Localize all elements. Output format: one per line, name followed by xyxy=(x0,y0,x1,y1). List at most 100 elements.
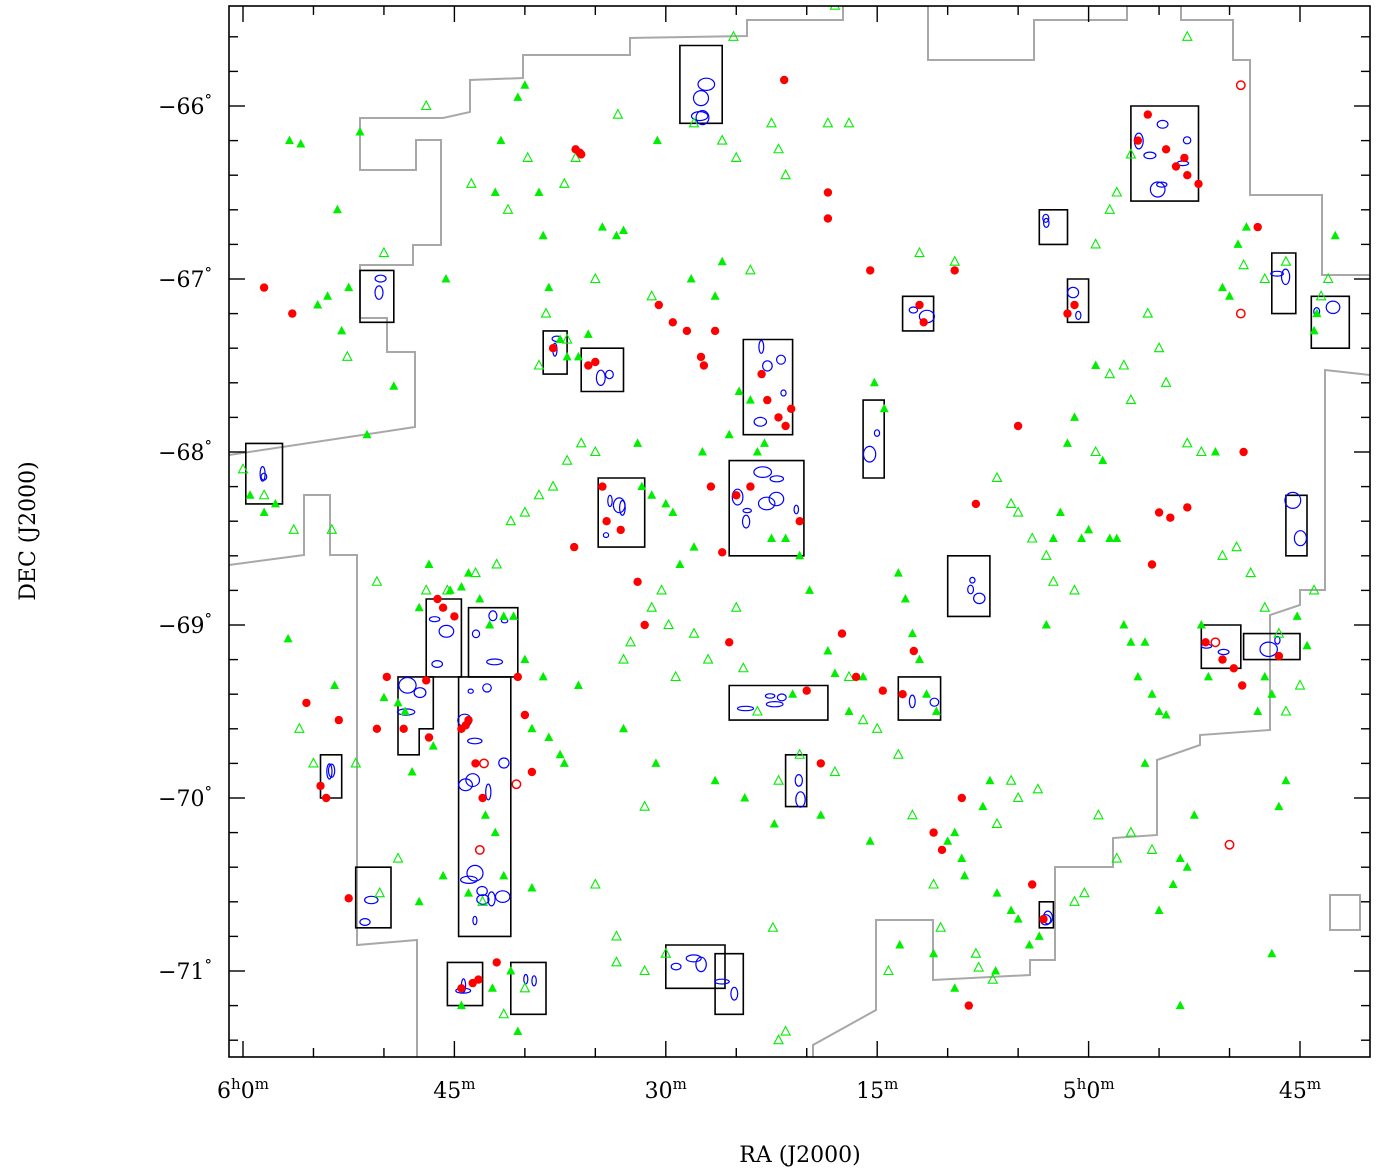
contour xyxy=(488,610,498,622)
contour xyxy=(862,445,877,463)
contour xyxy=(780,389,787,397)
contour xyxy=(1143,151,1157,160)
filled-circle-point xyxy=(1171,162,1181,171)
filled-circle-point xyxy=(577,150,586,159)
filled-triangle-point xyxy=(717,256,727,266)
filled-triangle-point xyxy=(485,620,495,629)
open-triangle-point xyxy=(1093,809,1104,820)
open-triangle-point xyxy=(1005,497,1017,508)
x-tick-labels: 6h0m 45m 30m 15m 5h0m 45m xyxy=(217,1075,1321,1104)
open-triangle-point xyxy=(1090,445,1102,457)
y-tick-value: −66 xyxy=(158,95,204,120)
filled-triangle-point xyxy=(1140,758,1150,767)
filled-circle-point xyxy=(344,894,353,903)
open-triangle-point xyxy=(970,947,982,958)
filled-triangle-point xyxy=(490,187,500,196)
filled-circle-point xyxy=(774,413,783,422)
filled-circle-point xyxy=(1039,914,1048,924)
open-triangle-point xyxy=(1005,774,1017,785)
open-triangle-point xyxy=(773,143,784,154)
open-triangle-point xyxy=(907,809,918,820)
filled-triangle-point xyxy=(441,274,451,283)
open-triangle-point xyxy=(505,515,517,526)
filled-triangle-point xyxy=(407,767,417,776)
contour xyxy=(1293,530,1308,547)
filled-circle-point xyxy=(682,326,692,336)
field-outline xyxy=(897,676,942,721)
x-tick-hour: 6 xyxy=(217,1079,231,1104)
x-tick-minute-sup: m xyxy=(1100,1075,1114,1093)
field-outline xyxy=(862,399,886,479)
filled-circle-point xyxy=(492,958,501,967)
filled-circle-point xyxy=(640,620,649,630)
filled-circle-point xyxy=(474,975,483,984)
filled-triangle-point xyxy=(745,395,755,404)
filled-circle-point xyxy=(288,309,297,318)
open-triangle-point xyxy=(646,290,658,301)
field-outline xyxy=(679,44,724,125)
y-tick-degree: ° xyxy=(205,91,213,109)
filled-triangle-point xyxy=(943,836,953,845)
filled-triangle-point xyxy=(978,801,988,811)
filled-triangle-point xyxy=(490,827,500,837)
filled-triangle-point xyxy=(1182,862,1192,871)
filled-circle-point xyxy=(950,266,959,275)
open-triangle-point xyxy=(575,437,587,448)
filled-triangle-point xyxy=(283,633,293,643)
filled-triangle-point xyxy=(1048,533,1058,542)
contour xyxy=(1274,635,1281,645)
open-triangle-point xyxy=(1012,506,1024,517)
filled-triangle-point xyxy=(788,689,798,698)
filled-circle-point xyxy=(718,548,727,557)
filled-circle-point xyxy=(616,525,625,535)
filled-triangle-point xyxy=(573,351,583,361)
filled-triangle-point xyxy=(1217,282,1227,292)
open-triangle-point xyxy=(1259,601,1271,612)
y-tick-degree: ° xyxy=(205,437,213,455)
filled-circle-point xyxy=(816,759,825,768)
open-triangle-point xyxy=(293,722,305,733)
filled-triangle-point xyxy=(914,654,924,664)
filled-triangle-point xyxy=(1034,931,1044,940)
open-triangle-point xyxy=(737,662,749,673)
contour xyxy=(731,488,744,506)
filled-triangle-point xyxy=(1006,905,1016,914)
contour xyxy=(494,890,511,903)
x-tick-minute-sup: m xyxy=(1307,1075,1321,1093)
open-triangle-point xyxy=(1142,307,1154,318)
field-outline xyxy=(446,961,484,1007)
contour xyxy=(374,285,384,300)
contour xyxy=(604,369,614,380)
open-triangle-point xyxy=(751,705,763,716)
filled-triangle-point xyxy=(668,507,678,517)
filled-triangle-point xyxy=(1105,533,1115,542)
contour xyxy=(764,693,776,699)
contour xyxy=(438,624,455,638)
open-triangle-point xyxy=(533,359,545,370)
open-triangle-point xyxy=(371,575,383,586)
y-tick-label: −69° xyxy=(158,610,212,639)
filled-circle-point xyxy=(520,710,530,720)
contour xyxy=(498,757,510,769)
survey-boundary-line xyxy=(229,6,1370,1057)
contour xyxy=(359,917,371,926)
open-triangle-point xyxy=(470,566,481,578)
field-outline xyxy=(1038,209,1069,246)
filled-triangle-point xyxy=(285,135,295,145)
contour xyxy=(428,616,441,623)
x-tick-minute: 15 xyxy=(856,1079,884,1104)
contour xyxy=(1075,310,1082,321)
field-outline xyxy=(714,952,745,1016)
contour xyxy=(873,429,881,438)
y-tick-label: −70° xyxy=(158,783,212,812)
filled-circle-point xyxy=(450,612,459,621)
field-outline xyxy=(509,961,547,1016)
filled-triangle-point xyxy=(414,896,424,906)
filled-triangle-point xyxy=(759,438,769,447)
filled-triangle-point xyxy=(879,403,889,413)
open-triangle-point xyxy=(660,947,672,958)
filled-triangle-point xyxy=(823,645,833,655)
filled-triangle-point xyxy=(1119,620,1129,629)
open-triangle-point xyxy=(1245,566,1257,578)
contour xyxy=(460,875,478,885)
